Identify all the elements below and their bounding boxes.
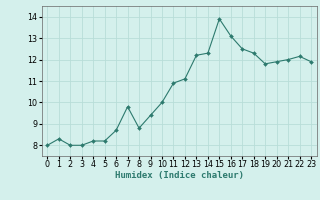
X-axis label: Humidex (Indice chaleur): Humidex (Indice chaleur) bbox=[115, 171, 244, 180]
